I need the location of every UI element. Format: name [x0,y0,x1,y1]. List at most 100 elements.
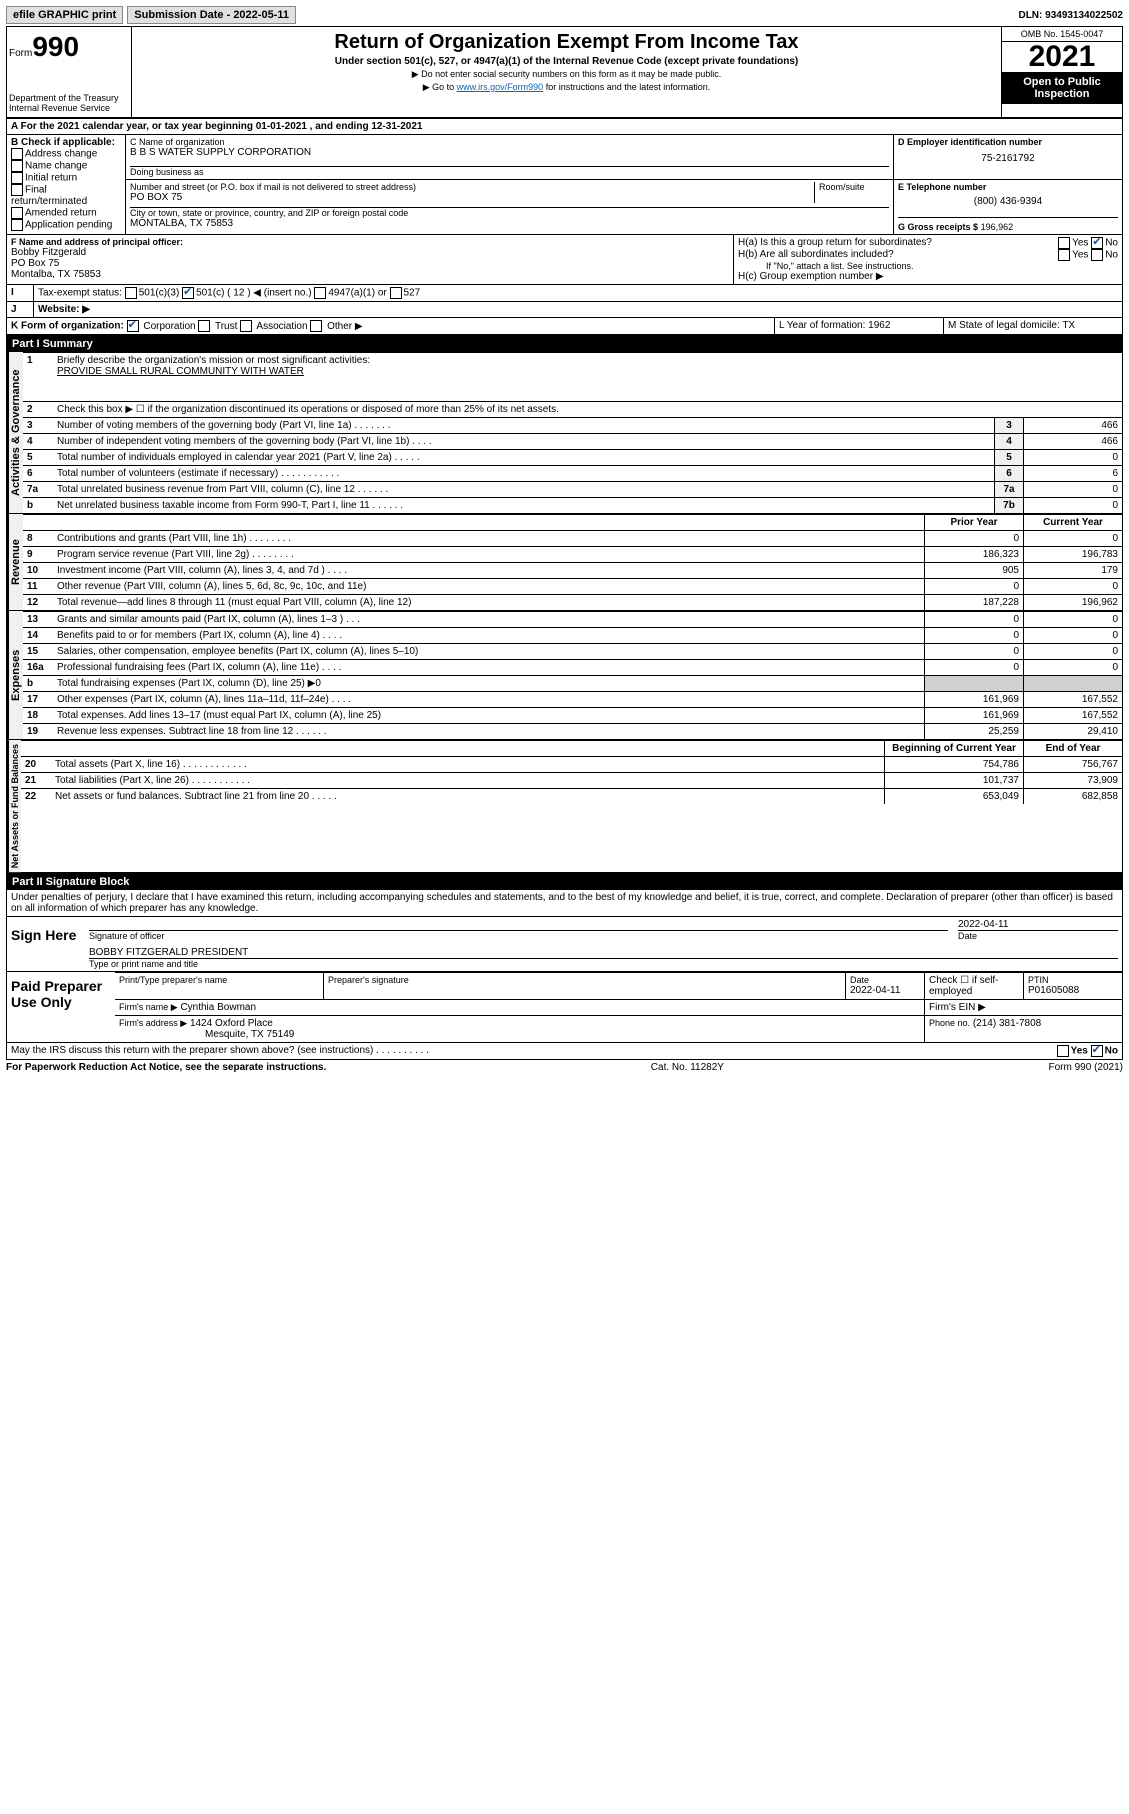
col-prior: Prior Year [925,515,1024,531]
k-opt-label: Other ▶ [324,321,362,332]
officer-addr2: Montalba, TX 75853 [11,269,729,280]
firm-name-label: Firm's name ▶ [119,1002,178,1012]
discuss-question: May the IRS discuss this return with the… [11,1045,1057,1057]
b-opt-checkbox[interactable] [11,207,23,219]
form-subtitle: Under section 501(c), 527, or 4947(a)(1)… [136,56,997,67]
top-toolbar: efile GRAPHIC print Submission Date - 20… [6,6,1123,24]
b-label: B Check if applicable: [11,137,121,148]
c-name-label: C Name of organization [130,137,889,147]
b-opt-label: Name change [25,161,87,172]
i-label: Tax-exempt status: [38,288,122,299]
vlabel-revenue: Revenue [7,514,23,610]
form-footer: Form 990 (2021) [1049,1062,1123,1073]
discuss-yes-checkbox[interactable] [1057,1045,1069,1057]
hb-note: If "No," attach a list. See instructions… [738,261,1118,271]
section-f-h: F Name and address of principal officer:… [6,235,1123,285]
q2-text: Check this box ▶ ☐ if the organization d… [53,402,1122,418]
e-label: E Telephone number [898,182,1118,192]
part2-header: Part II Signature Block [6,873,1123,890]
submission-date-button[interactable]: Submission Date - 2022-05-11 [127,6,296,24]
form-title: Return of Organization Exempt From Incom… [136,31,997,54]
ha-label: H(a) Is this a group return for subordin… [738,237,1058,249]
ha-no-checkbox[interactable] [1091,237,1103,249]
irs-link[interactable]: www.irs.gov/Form990 [457,82,544,92]
col-current: Current Year [1024,515,1123,531]
q1-label: Briefly describe the organization's miss… [57,355,370,366]
vlabel-expenses: Expenses [7,611,23,739]
hb-no-checkbox[interactable] [1091,249,1103,261]
sig-date: 2022-04-11 [958,919,1118,931]
b-opt-checkbox[interactable] [11,160,23,172]
501c3-checkbox[interactable] [125,287,137,299]
discuss-yes: Yes [1071,1046,1088,1057]
section-b-to-g: B Check if applicable: Address changeNam… [6,135,1123,235]
no-label-2: No [1105,250,1118,261]
efile-button[interactable]: efile GRAPHIC print [6,6,123,24]
501c3-label: 501(c)(3) [139,288,180,299]
phone-value: (800) 436-9394 [898,196,1118,207]
firm-addr-label: Firm's address ▶ [119,1018,187,1028]
f-label: F Name and address of principal officer: [11,237,729,247]
m-state: M State of legal domicile: TX [944,318,1122,334]
k-opt-label: Trust [212,321,240,332]
i-marker: I [7,285,34,301]
hb-yes-checkbox[interactable] [1058,249,1070,261]
k-opt-checkbox[interactable] [240,320,252,332]
prep-date-label: Date [850,975,920,985]
k-label: K Form of organization: [11,321,124,332]
self-employed-check: Check ☐ if self-employed [925,973,1024,1000]
officer-name-title: BOBBY FITZGERALD PRESIDENT [89,947,1118,959]
sig-officer-label: Signature of officer [89,931,958,941]
b-opt-label: Application pending [25,220,112,231]
ha-yes-checkbox[interactable] [1058,237,1070,249]
k-opt-checkbox[interactable] [127,320,139,332]
firm-addr1: 1424 Oxford Place [190,1018,273,1029]
form-note-1: ▶ Do not enter social security numbers o… [136,69,997,80]
declaration-text: Under penalties of perjury, I declare th… [6,890,1123,917]
hb-label: H(b) Are all subordinates included? [738,249,1058,261]
street-value: PO BOX 75 [130,192,814,203]
firm-ein-label: Firm's EIN ▶ [925,1000,1123,1016]
tax-year: 2021 [1002,42,1122,72]
discuss-no: No [1105,1046,1118,1057]
501c-checkbox[interactable] [182,287,194,299]
form-header: Form990 Department of the Treasury Inter… [6,26,1123,119]
vlabel-governance: Activities & Governance [7,352,23,513]
b-opt-checkbox[interactable] [11,184,23,196]
4947-label: 4947(a)(1) or [328,288,386,299]
b-opt-checkbox[interactable] [11,219,23,231]
form-note-2: ▶ Go to www.irs.gov/Form990 for instruct… [136,82,997,93]
k-opt-checkbox[interactable] [198,320,210,332]
gross-receipts: 196,962 [981,222,1014,232]
yes-label-2: Yes [1072,250,1088,261]
officer-name: Bobby Fitzgerald [11,247,729,258]
k-opt-checkbox[interactable] [310,320,322,332]
b-opt-checkbox[interactable] [11,172,23,184]
sign-here-label: Sign Here [7,917,85,971]
street-label: Number and street (or P.O. box if mail i… [130,182,814,192]
room-label: Room/suite [819,182,889,192]
g-label: G Gross receipts $ [898,222,978,232]
yes-label: Yes [1072,238,1088,249]
cat-number: Cat. No. 11282Y [651,1062,724,1073]
l-year: L Year of formation: 1962 [775,318,944,334]
q1-value: PROVIDE SMALL RURAL COMMUNITY WITH WATER [57,366,304,377]
j-marker: J [7,302,34,317]
b-opt-label: Initial return [25,173,77,184]
officer-addr1: PO Box 75 [11,258,729,269]
d-label: D Employer identification number [898,137,1118,147]
b-opt-checkbox[interactable] [11,148,23,160]
part1-header: Part I Summary [6,335,1123,352]
ein-value: 75-2161792 [898,153,1118,164]
k-opt-label: Corporation [141,321,199,332]
name-title-label: Type or print name and title [89,959,1118,969]
dln-text: DLN: 93493134022502 [1018,10,1123,21]
form-number: 990 [32,31,79,62]
no-label: No [1105,238,1118,249]
vlabel-netassets: Net Assets or Fund Balances [7,740,21,872]
discuss-no-checkbox[interactable] [1091,1045,1103,1057]
4947-checkbox[interactable] [314,287,326,299]
col-end: End of Year [1024,741,1123,757]
pra-notice: For Paperwork Reduction Act Notice, see … [6,1062,326,1073]
527-checkbox[interactable] [390,287,402,299]
